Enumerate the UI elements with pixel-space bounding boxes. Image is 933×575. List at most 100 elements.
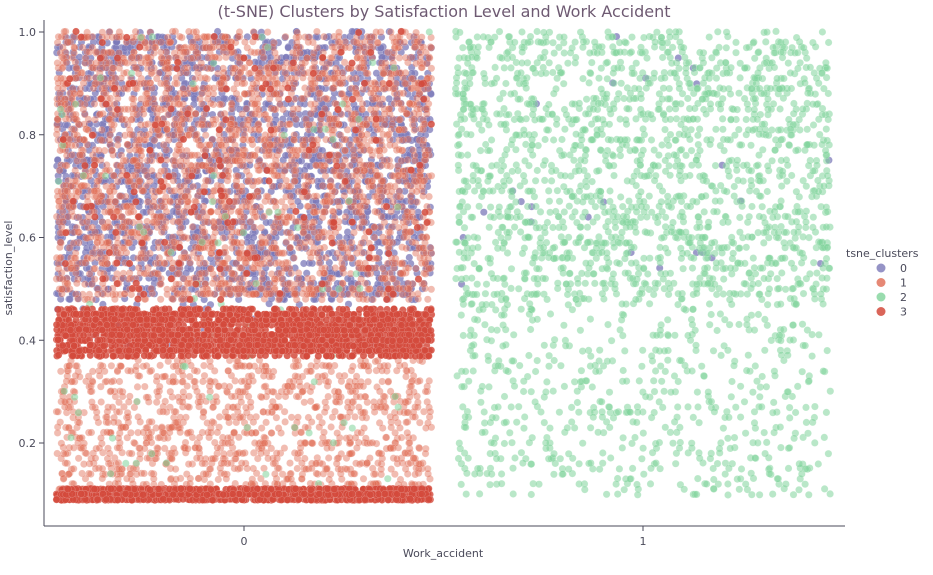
data-point-cluster-1 <box>134 69 143 78</box>
data-point-cluster-1 <box>286 120 294 128</box>
data-point-cluster-1 <box>416 125 425 133</box>
data-point-cluster-1 <box>74 228 82 236</box>
data-point-cluster-1 <box>405 32 414 41</box>
data-point-cluster-1 <box>58 285 66 294</box>
data-point-cluster-1 <box>177 223 185 232</box>
data-point-cluster-1 <box>397 259 406 268</box>
data-point-cluster-1 <box>238 110 247 118</box>
data-point-cluster-1 <box>257 223 265 232</box>
data-point-cluster-1 <box>263 28 272 36</box>
data-point-cluster-1 <box>259 53 268 62</box>
data-point-cluster-1 <box>235 28 244 36</box>
data-point-cluster-1 <box>201 259 209 268</box>
data-point-cluster-1 <box>401 79 409 88</box>
data-point-cluster-1 <box>266 141 275 149</box>
data-point-cluster-1 <box>87 254 96 263</box>
data-point-cluster-1 <box>187 151 196 159</box>
data-point-cluster-1 <box>391 259 400 267</box>
data-point-cluster-1 <box>249 264 258 273</box>
data-point-cluster-1 <box>109 290 117 299</box>
data-point-cluster-1 <box>255 125 264 134</box>
data-point-cluster-1 <box>191 233 199 241</box>
data-point-cluster-1 <box>186 258 194 267</box>
data-point-cluster-1 <box>158 59 167 67</box>
data-point-cluster-1 <box>115 64 124 72</box>
data-point-cluster-1 <box>199 289 207 298</box>
data-point-cluster-1 <box>111 74 119 82</box>
data-point-cluster-1 <box>187 125 196 133</box>
data-point-cluster-1 <box>57 269 66 277</box>
data-point-cluster-1 <box>290 254 298 262</box>
data-point-cluster-1 <box>57 74 65 83</box>
data-point-cluster-1 <box>394 223 403 232</box>
data-point-cluster-1 <box>322 135 330 144</box>
data-point-cluster-1 <box>186 54 195 63</box>
data-point-cluster-1 <box>328 207 337 215</box>
data-point-cluster-1 <box>252 212 261 221</box>
data-point-cluster-1 <box>55 166 64 175</box>
data-point-cluster-1 <box>110 187 118 196</box>
data-point-cluster-1 <box>281 203 290 211</box>
data-point-cluster-1 <box>135 177 144 186</box>
data-point-cluster-1 <box>92 48 101 56</box>
data-point-cluster-1 <box>307 79 316 88</box>
data-point-cluster-1 <box>216 275 225 284</box>
data-point-cluster-1 <box>415 176 424 185</box>
data-point-cluster-1 <box>114 135 122 144</box>
data-point-cluster-1 <box>180 207 188 215</box>
data-point-cluster-1 <box>52 275 61 283</box>
data-point-cluster-1 <box>270 167 278 176</box>
data-point-cluster-1 <box>208 279 217 288</box>
data-point-cluster-1 <box>423 295 432 304</box>
data-point-cluster-1 <box>147 284 155 293</box>
data-point-cluster-1 <box>290 136 299 144</box>
data-point-cluster-1 <box>335 239 344 247</box>
data-point-cluster-1 <box>319 166 328 175</box>
data-point-cluster-1 <box>409 146 418 155</box>
data-point-cluster-1 <box>286 192 294 200</box>
data-point-cluster-1 <box>266 289 275 298</box>
data-point-cluster-1 <box>364 285 372 294</box>
data-point-cluster-1 <box>307 110 315 118</box>
data-point-cluster-1 <box>427 171 436 180</box>
data-point-cluster-1 <box>397 269 405 278</box>
data-point-cluster-1 <box>104 48 112 57</box>
data-point-cluster-1 <box>186 161 195 170</box>
data-point-cluster-1 <box>199 207 208 216</box>
data-point-cluster-1 <box>282 59 291 67</box>
data-point-cluster-1 <box>52 130 61 139</box>
data-point-cluster-1 <box>373 39 382 47</box>
data-point-cluster-1 <box>370 233 379 242</box>
data-point-cluster-1 <box>258 239 266 247</box>
data-point-cluster-1 <box>183 63 192 72</box>
data-point-cluster-1 <box>98 126 106 134</box>
data-point-cluster-1 <box>63 161 71 170</box>
data-point-cluster-1 <box>294 269 303 277</box>
data-point-cluster-1 <box>98 238 106 247</box>
data-point-cluster-1 <box>174 202 182 211</box>
data-point-cluster-1 <box>352 74 360 83</box>
data-point-cluster-1 <box>373 171 382 180</box>
data-point-cluster-1 <box>404 264 413 272</box>
data-point-cluster-1 <box>79 79 88 87</box>
data-point-cluster-1 <box>411 79 419 88</box>
data-point-cluster-1 <box>112 161 121 169</box>
data-point-cluster-1 <box>238 79 247 88</box>
data-point-cluster-1 <box>164 136 173 144</box>
data-point-cluster-1 <box>152 203 161 211</box>
data-point-cluster-1 <box>318 295 326 304</box>
data-point-cluster-1 <box>163 64 172 73</box>
data-point-cluster-1 <box>347 109 356 118</box>
data-point-cluster-1 <box>94 290 102 299</box>
data-point-cluster-1 <box>155 259 164 268</box>
data-point-cluster-1 <box>303 172 312 181</box>
data-point-cluster-1 <box>305 248 314 257</box>
data-point-cluster-1 <box>150 136 159 145</box>
data-point-cluster-1 <box>208 244 216 253</box>
data-point-cluster-1 <box>311 161 320 169</box>
data-point-cluster-1 <box>335 79 344 87</box>
data-point-cluster-1 <box>310 58 319 67</box>
data-point-cluster-1 <box>277 182 286 190</box>
data-point-cluster-1 <box>403 181 412 190</box>
data-point-cluster-1 <box>108 33 117 42</box>
